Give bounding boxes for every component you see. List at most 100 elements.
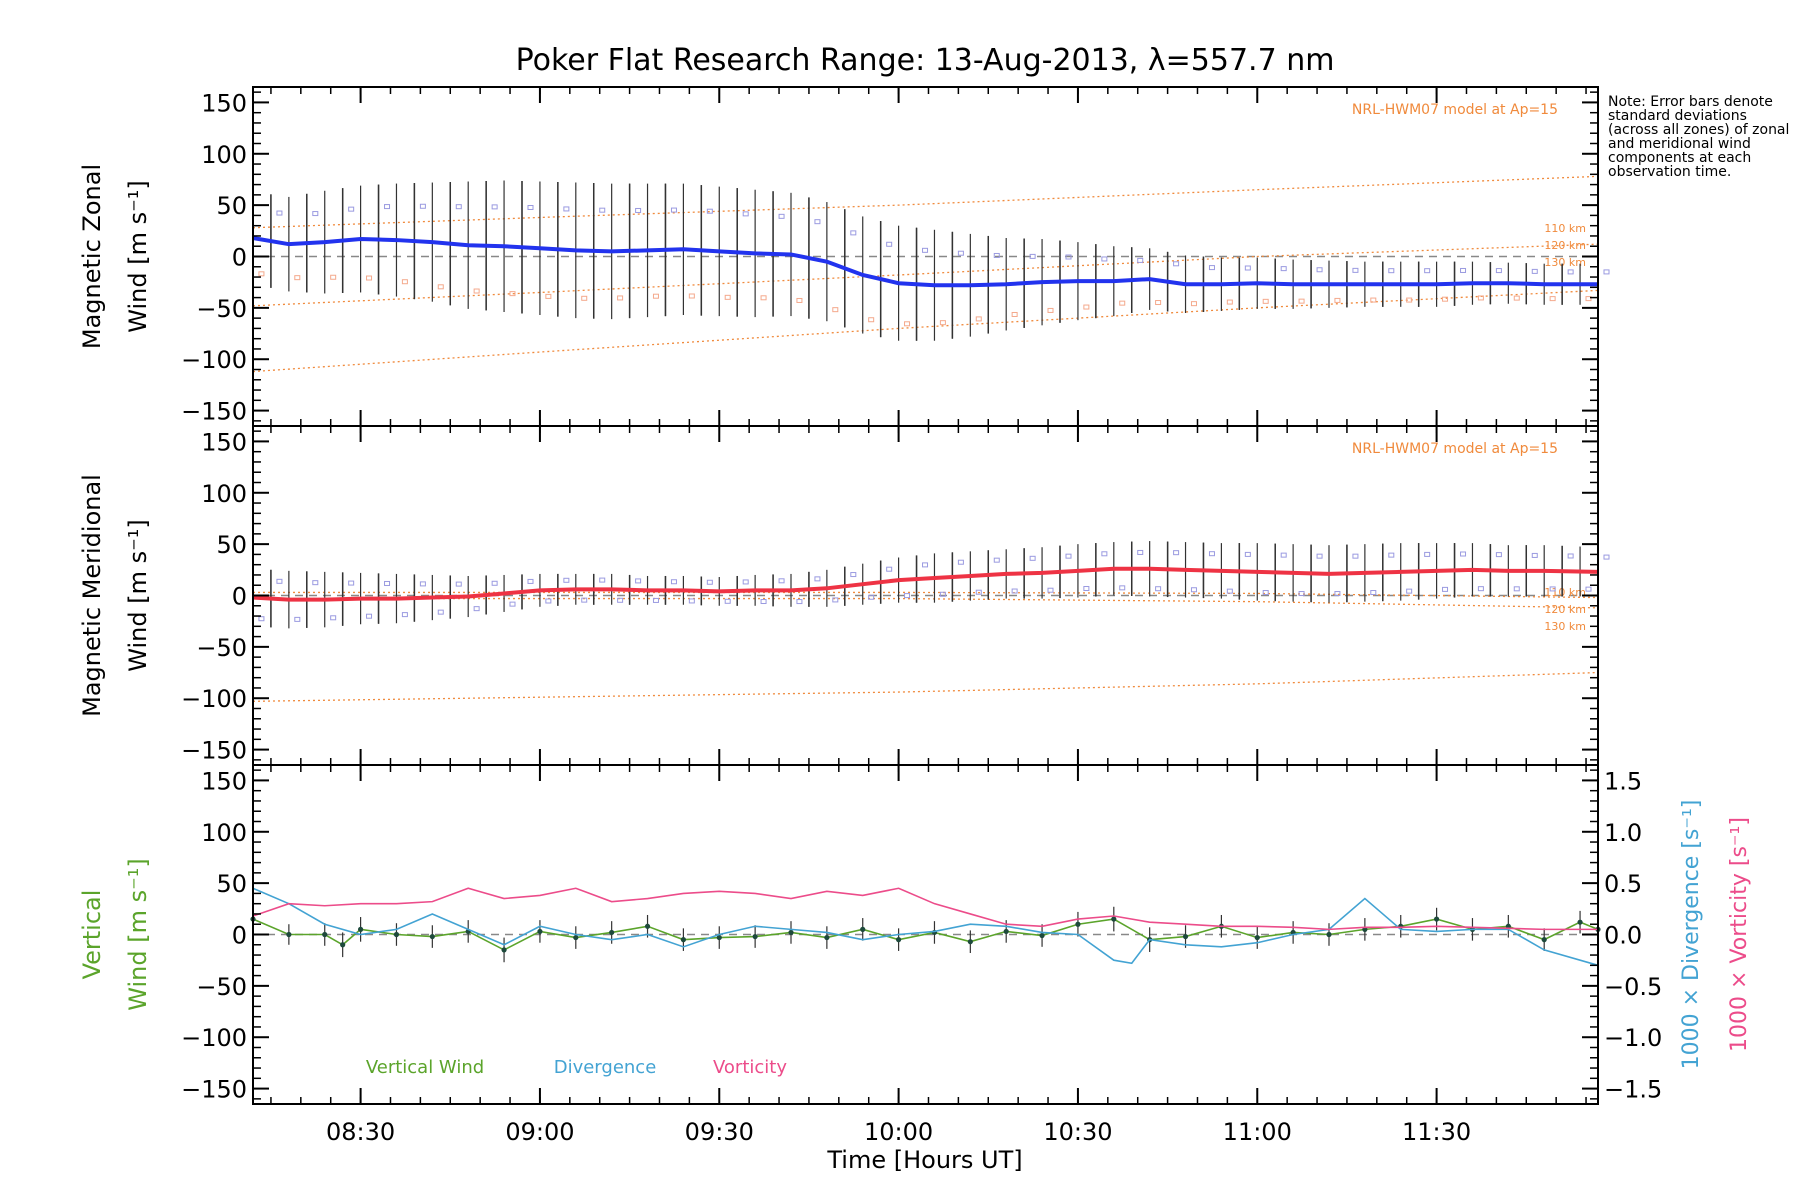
scatter-marker [904,593,911,599]
y-tick-label: 0 [232,922,247,950]
scatter-marker [1101,551,1108,557]
scatter-marker [527,578,534,584]
x-tick-label: 10:00 [864,1118,933,1146]
data-point [788,929,794,936]
scatter-marker [1316,553,1323,559]
scatter-marker [1208,551,1215,557]
data-point [752,933,758,940]
model-label: NRL-HWM07 model at Ap=15 [1352,441,1558,457]
scatter-marker [1513,586,1520,592]
model-curve-1 [253,597,1599,609]
y-axis-label-line1: Magnetic Meridional [78,474,106,717]
scatter-marker [1011,588,1018,594]
scatter-marker [1477,586,1484,592]
scatter-marker [1155,300,1162,306]
scatter-marker [670,579,677,585]
scatter-marker [419,203,426,209]
model-curve-1 [252,243,1599,307]
scatter-marker [635,578,642,584]
scatter-marker [850,230,857,236]
data-point [1577,919,1583,925]
data-point [644,923,651,929]
right-tick-label: 1.5 [1604,767,1642,795]
scatter-marker [778,213,785,219]
right-tick-label: −0.5 [1604,973,1662,1001]
scatter-marker [455,204,462,210]
scatter-marker [509,601,516,607]
scatter-marker [760,295,767,301]
y-tick-label: 50 [216,192,247,220]
scatter-marker [1083,586,1090,592]
scatter-marker [1352,553,1359,559]
legend-entry: Vorticity [713,1057,787,1078]
scatter-marker [1316,267,1323,273]
scatter-marker [886,241,893,247]
scatter-marker [312,580,319,586]
data-point [1254,934,1260,941]
scatter-marker [975,589,982,595]
scatter-marker [1442,586,1449,592]
scatter-marker [401,612,408,618]
scatter-marker [366,275,373,281]
x-tick-label: 09:00 [505,1118,574,1146]
scatter-marker [1406,588,1413,594]
data-point [1182,933,1189,940]
y-tick-label: 50 [216,870,247,898]
y-tick-label: −150 [181,737,247,765]
y-tick-label: 150 [201,767,247,795]
scatter-marker [563,206,570,212]
y-tick-label: −150 [181,1076,247,1104]
scatter-marker [1262,298,1269,304]
scatter-marker [599,577,606,583]
model-curve-0 [252,671,1599,702]
panel-zonal: 110 km 120 km 130 km NRL-HWM07 model at Ap=… [78,86,1610,427]
legend-entry: Vertical Wind [366,1057,484,1078]
scatter-marker [1065,553,1072,559]
y-axis-label-line2: Wind [m s⁻¹] [124,858,152,1010]
scatter-marker [419,581,426,587]
scatter-marker [1101,256,1108,262]
scatter-marker [455,581,462,587]
scatter-marker [1460,267,1467,273]
model-level-label: 130 km [1544,256,1586,269]
scatter-marker [312,211,319,217]
scatter-marker [850,572,857,578]
scatter-marker [491,204,498,210]
y-axis-label-line2: Wind [m s⁻¹] [124,519,152,671]
scatter-marker [258,616,265,622]
scatter-marker [1531,552,1538,558]
scatter-marker [957,250,964,256]
y-tick-label: 100 [201,141,247,169]
scatter-marker [1190,301,1197,307]
data-point [1541,937,1547,943]
scatter-marker [1388,552,1395,558]
y-tick-label: 150 [201,428,247,456]
scatter-marker [814,576,821,582]
scatter-marker [688,598,695,604]
scatter-marker [258,271,265,277]
scatter-marker [1298,591,1305,597]
scatter-marker [1137,549,1144,555]
data-point [393,931,400,938]
x-tick-label: 11:00 [1223,1118,1292,1146]
scatter-marker [993,557,1000,563]
scatter-marker [1424,268,1431,274]
scatter-marker [1495,268,1502,274]
data-point [1326,931,1332,938]
scatter-marker [384,204,391,210]
series-line-meridional [252,566,1599,602]
data-point [322,931,328,938]
scatter-marker [1442,296,1449,302]
y-tick-label: −100 [181,685,247,713]
model-level-label: 120 km [1544,603,1586,616]
scatter-marker [868,594,875,600]
x-tick-label: 11:30 [1402,1118,1471,1146]
y-tick-label: −50 [196,634,247,662]
scatter-marker [1244,551,1251,557]
scatter-marker [832,307,839,313]
scatter-marker [599,207,606,213]
scatter-marker [1226,588,1233,594]
y-tick-label: 0 [232,244,247,272]
scatter-marker [635,207,642,213]
